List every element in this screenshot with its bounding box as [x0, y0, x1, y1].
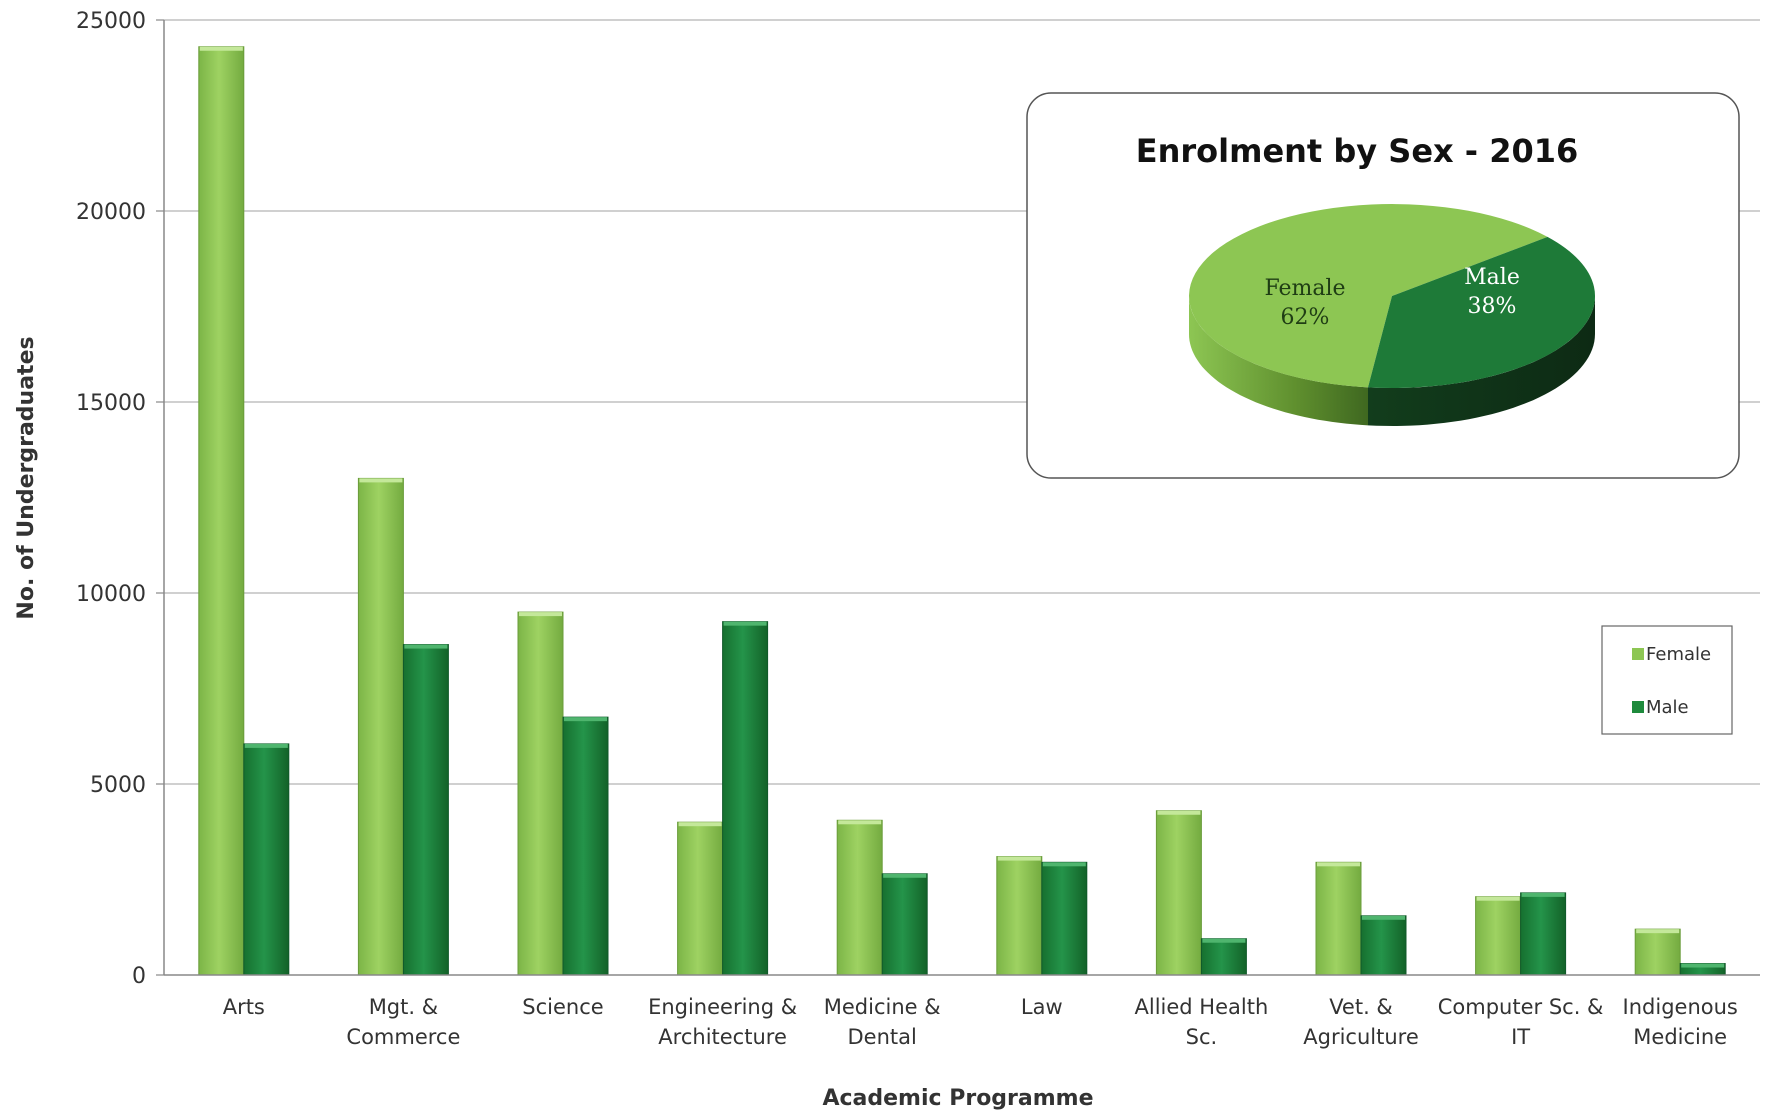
legend-box [1601, 625, 1733, 735]
bar-female-9 [1634, 928, 1681, 976]
axes [163, 20, 1760, 976]
ytick-label-10000: 10000 [76, 582, 146, 607]
bar-top-male-3 [723, 621, 767, 626]
ytick-label-5000: 5000 [90, 773, 146, 798]
category-label-3: Engineering & Architecture [648, 995, 797, 1049]
category-label-7: Vet. & Agriculture [1303, 995, 1419, 1049]
category-label-9: Indigenous Medicine [1623, 995, 1738, 1049]
bar-female-2 [517, 611, 564, 976]
y-axis-title: No. of Undergraduates [14, 336, 39, 619]
bar-top-male-8 [1521, 892, 1565, 897]
bar-top-male-0 [244, 743, 288, 748]
pie-label-female-name: Female [1264, 276, 1345, 301]
legend-label-female: Female [1646, 644, 1711, 665]
bar-top-male-4 [883, 873, 927, 878]
category-label-2: Science [522, 995, 603, 1019]
bar-male-4 [881, 873, 928, 976]
bar-top-female-0 [199, 46, 243, 51]
bar-female-0 [198, 46, 245, 976]
bar-top-male-2 [564, 717, 607, 722]
bar-female-1 [357, 477, 404, 976]
bar-top-female-3 [678, 822, 722, 827]
y-axis-ticks: 0 5000 10000 15000 20000 25000 [76, 9, 164, 989]
x-axis-title: Academic Programme [822, 1086, 1093, 1111]
legend-swatch-male [1632, 701, 1644, 713]
bar-female-5 [996, 856, 1043, 976]
bar-female-8 [1475, 896, 1522, 976]
bar-top-female-1 [359, 478, 403, 483]
pie-title: Enrolment by Sex - 2016 [1136, 132, 1579, 170]
bar-top-female-4 [838, 820, 882, 825]
bar-top-male-1 [404, 644, 448, 649]
bar-top-female-7 [1317, 862, 1360, 867]
ytick-label-20000: 20000 [76, 200, 146, 225]
bar-top-male-6 [1202, 938, 1246, 943]
bar-top-male-5 [1042, 862, 1086, 867]
pie-side-male [1368, 296, 1595, 426]
bar-male-5 [1041, 861, 1088, 976]
bar-top-male-7 [1362, 915, 1405, 920]
pie-slice-female [1189, 204, 1548, 388]
legend: Female Male [1601, 625, 1733, 735]
bar-male-2 [562, 716, 609, 976]
pie-inset: Enrolment by Sex - 2016 Female 62% Male … [1026, 92, 1740, 479]
pie [1189, 204, 1596, 426]
ytick-label-15000: 15000 [76, 391, 146, 416]
bar-top-female-8 [1476, 896, 1520, 901]
bar-male-3 [722, 621, 769, 976]
bar-top-female-9 [1636, 929, 1680, 934]
bar-male-7 [1360, 915, 1407, 976]
bar-male-1 [402, 644, 449, 976]
bar-female-4 [836, 819, 883, 976]
ytick-label-0: 0 [132, 964, 146, 989]
legend-swatch-female [1632, 648, 1644, 660]
bar-top-female-6 [1157, 810, 1201, 815]
category-label-0: Arts [223, 995, 265, 1019]
bar-male-6 [1200, 938, 1247, 976]
category-label-1: Mgt. & Commerce [346, 995, 460, 1049]
bar-top-female-5 [997, 856, 1041, 861]
pie-label-male-name: Male [1464, 265, 1520, 290]
x-axis-categories: Arts Mgt. & Commerce Science Engineering & Ar… [223, 995, 1738, 1049]
bar-top-female-2 [519, 612, 562, 617]
bar-male-8 [1520, 892, 1567, 976]
category-label-8: Computer Sc. & IT [1438, 995, 1604, 1049]
pie-slice-male [1368, 236, 1596, 389]
legend-label-male: Male [1646, 697, 1689, 718]
pie-label-male-pct: 38% [1468, 294, 1517, 319]
pie-side-female [1189, 296, 1368, 426]
category-label-6: Allied Health Sc. [1135, 995, 1269, 1049]
bars [198, 46, 1726, 976]
bar-male-0 [243, 743, 290, 976]
bar-top-male-9 [1681, 963, 1725, 968]
category-label-4: Medicine & Dental [824, 995, 941, 1049]
category-label-5: Law [1021, 995, 1063, 1019]
bar-female-7 [1315, 861, 1362, 976]
ytick-label-25000: 25000 [76, 9, 146, 34]
bar-female-3 [677, 821, 724, 976]
bar-female-6 [1155, 810, 1202, 976]
pie-label-female-pct: 62% [1281, 305, 1330, 330]
